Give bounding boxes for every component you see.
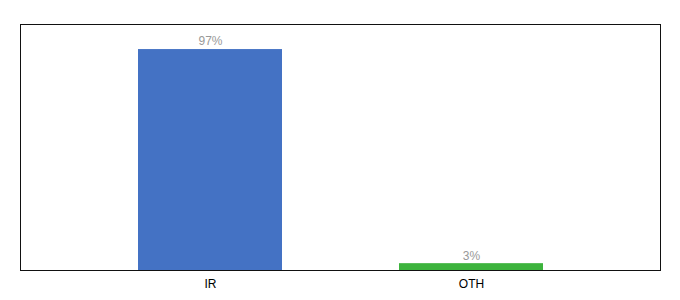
svg-text:3%: 3% [463,249,481,263]
svg-text:OTH: OTH [459,277,484,291]
svg-text:IR: IR [205,277,217,291]
svg-text:97%: 97% [198,34,222,48]
